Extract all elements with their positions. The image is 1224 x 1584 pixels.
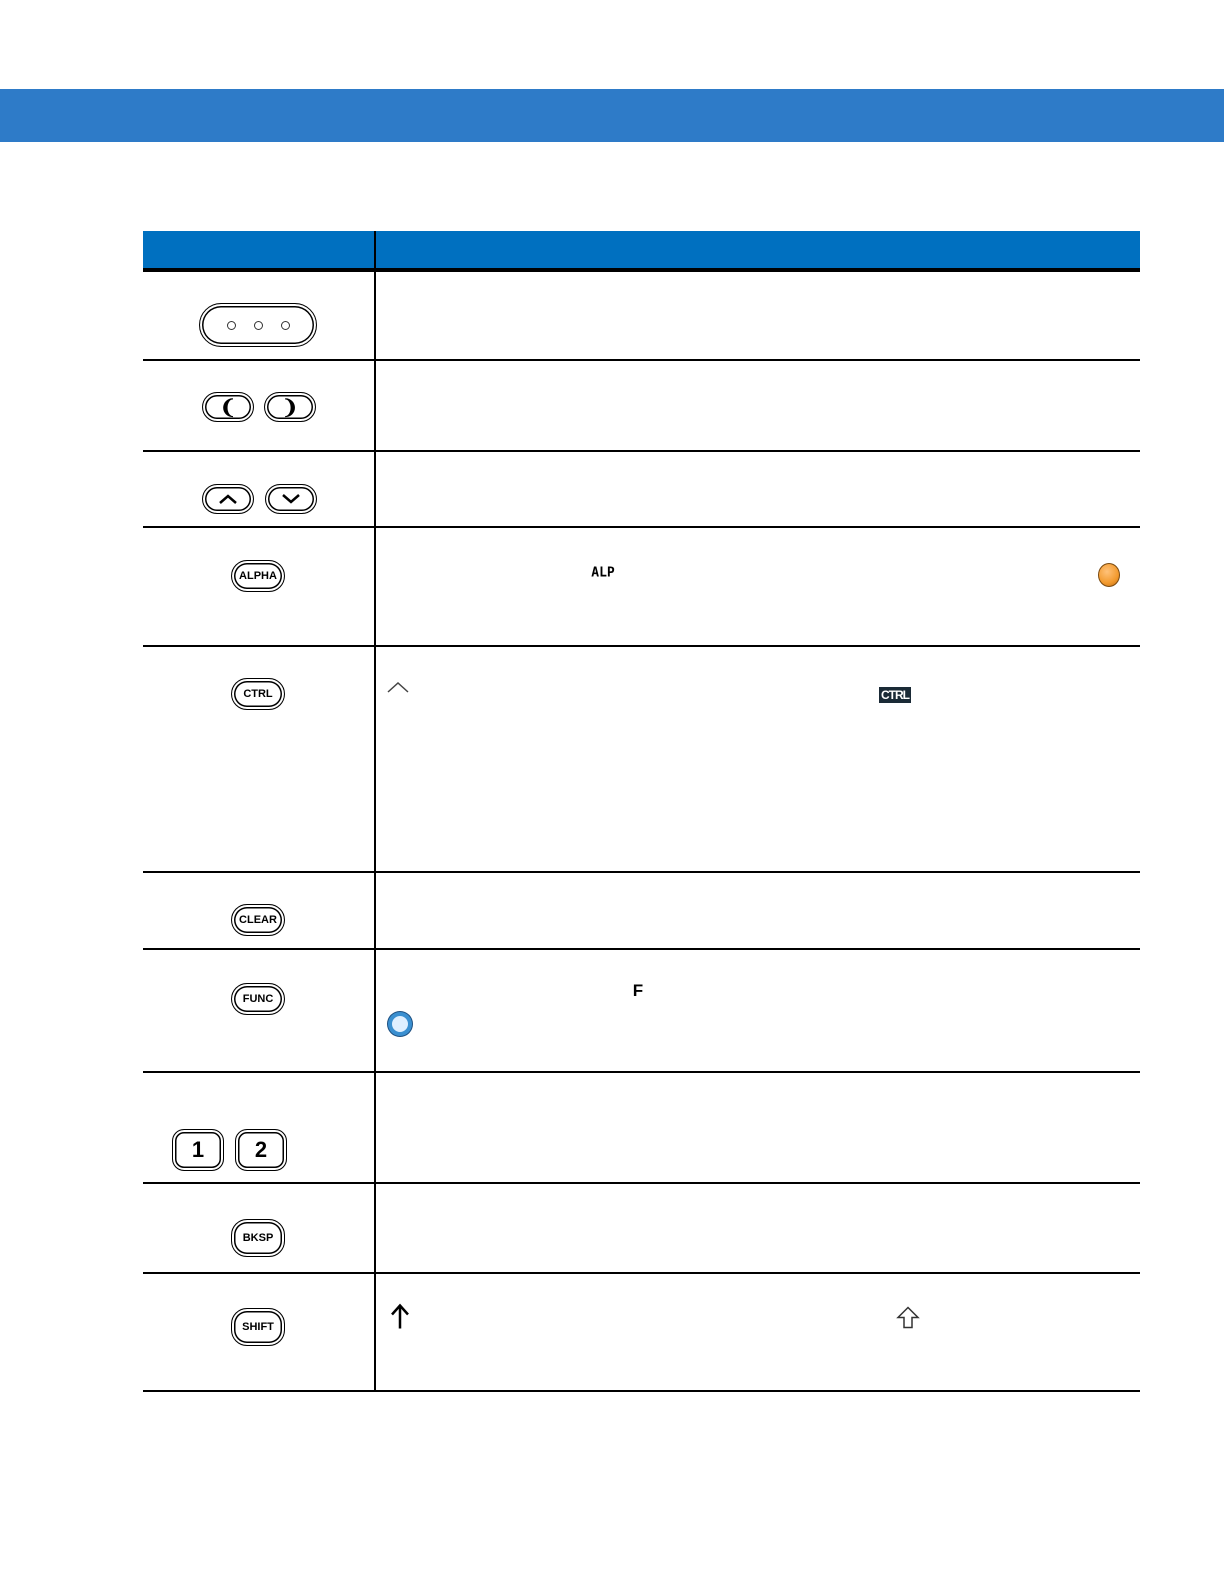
alpha-led-icon xyxy=(1098,563,1120,587)
two-key: 2 xyxy=(235,1129,287,1171)
func-key: FUNC xyxy=(231,983,285,1015)
row-divider xyxy=(143,1390,1140,1392)
one-key: 1 xyxy=(172,1129,224,1171)
ctrl-key: CTRL xyxy=(231,678,285,710)
func-led-icon xyxy=(388,1012,412,1036)
row-divider xyxy=(143,1272,1140,1274)
chapter-banner xyxy=(0,89,1224,142)
bksp-key: BKSP xyxy=(231,1219,285,1257)
down-key-icon xyxy=(265,484,317,514)
up-key-icon xyxy=(202,484,254,514)
action-key-icon xyxy=(199,303,317,347)
row-divider xyxy=(143,871,1140,873)
left-key-icon: ❨ xyxy=(202,392,254,422)
alpha-indicator-icon: ALP xyxy=(591,565,615,581)
shift-indicator-icon xyxy=(896,1306,920,1335)
row-divider xyxy=(143,450,1140,452)
column-divider xyxy=(374,231,376,1391)
table-header xyxy=(143,231,1140,268)
row-divider xyxy=(143,1071,1140,1073)
shift-key: SHIFT xyxy=(231,1308,285,1346)
caret-icon xyxy=(386,680,410,698)
clear-key: CLEAR xyxy=(231,904,285,936)
row-divider xyxy=(143,1182,1140,1184)
header-rule xyxy=(143,268,1140,272)
alpha-key: ALPHA xyxy=(231,560,285,592)
row-divider xyxy=(143,526,1140,528)
row-divider xyxy=(143,645,1140,647)
row-divider xyxy=(143,948,1140,950)
shift-arrow-icon xyxy=(390,1303,410,1335)
ctrl-indicator-icon: CTRL xyxy=(879,687,911,703)
row-divider xyxy=(143,359,1140,361)
func-indicator-icon: F xyxy=(632,981,644,1000)
right-key-icon: ❩ xyxy=(264,392,316,422)
